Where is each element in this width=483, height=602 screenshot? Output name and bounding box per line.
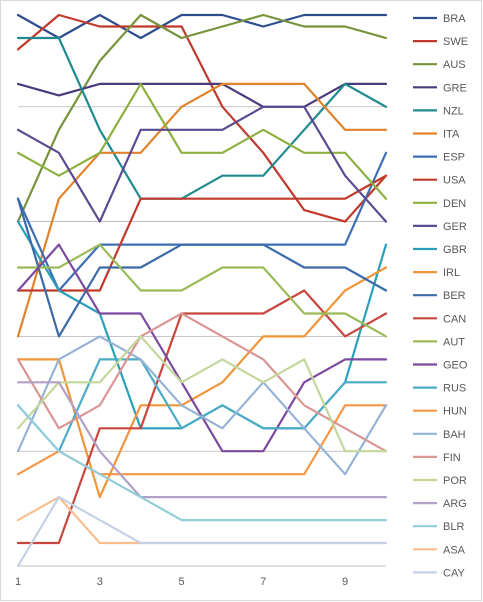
legend-label-fin: FIN bbox=[443, 452, 461, 464]
series-line-por bbox=[16, 335, 388, 453]
legend-label-bah: BAH bbox=[443, 429, 466, 441]
series-line-ita bbox=[16, 82, 388, 338]
legend-label-gre: GRE bbox=[443, 82, 467, 94]
series-line-bah bbox=[16, 335, 388, 476]
legend-label-aut: AUT bbox=[443, 336, 465, 348]
x-tick-label: 1 bbox=[15, 576, 21, 588]
series-line-bra bbox=[16, 13, 388, 40]
series-line-aut bbox=[16, 243, 388, 338]
series-line-usa bbox=[16, 174, 388, 292]
legend-label-cay: CAY bbox=[443, 567, 465, 579]
series-line-ber bbox=[16, 197, 388, 338]
series-line-den bbox=[16, 82, 388, 200]
series-line-blr bbox=[16, 404, 388, 522]
legend-label-arg: ARG bbox=[443, 498, 467, 510]
legend-label-gbr: GBR bbox=[443, 244, 467, 256]
x-tick-label: 3 bbox=[97, 576, 103, 588]
legend-label-den: DEN bbox=[443, 198, 466, 210]
legend-label-ber: BER bbox=[443, 290, 466, 302]
series-line-ger bbox=[16, 105, 388, 223]
x-tick-label: 5 bbox=[178, 576, 184, 588]
legend-label-bra: BRA bbox=[443, 13, 466, 25]
legend-label-aus: AUS bbox=[443, 59, 466, 71]
legend: BRA SWE AUS GRE NZL ITA ESP USA DEN GER GBR IRL BER C… bbox=[413, 13, 468, 579]
legend-label-ita: ITA bbox=[443, 129, 460, 141]
x-tick-label: 9 bbox=[342, 576, 348, 588]
legend-label-blr: BLR bbox=[443, 521, 464, 533]
series-line-arg bbox=[16, 381, 388, 499]
legend-label-nzl: NZL bbox=[443, 105, 464, 117]
series-line-gre bbox=[16, 82, 388, 108]
legend-label-usa: USA bbox=[443, 175, 466, 187]
series-lines bbox=[16, 13, 388, 568]
series-line-nzl bbox=[16, 36, 388, 200]
legend-label-hun: HUN bbox=[443, 406, 467, 418]
x-tick-label: 7 bbox=[260, 576, 266, 588]
legend-label-can: CAN bbox=[443, 313, 466, 325]
x-axis-ticks: 1 3 5 7 9 bbox=[15, 576, 348, 588]
legend-label-swe: SWE bbox=[443, 36, 468, 48]
series-line-swe bbox=[16, 13, 388, 223]
legend-label-rus: RUS bbox=[443, 383, 466, 395]
legend-label-ger: GER bbox=[443, 221, 467, 233]
legend-label-por: POR bbox=[443, 475, 467, 487]
series-line-cay bbox=[16, 496, 388, 568]
legend-label-irl: IRL bbox=[443, 267, 460, 279]
legend-label-esp: ESP bbox=[443, 152, 465, 164]
series-line-aus bbox=[16, 13, 388, 223]
legend-label-asa: ASA bbox=[443, 544, 466, 556]
legend-label-geo: GEO bbox=[443, 360, 468, 372]
